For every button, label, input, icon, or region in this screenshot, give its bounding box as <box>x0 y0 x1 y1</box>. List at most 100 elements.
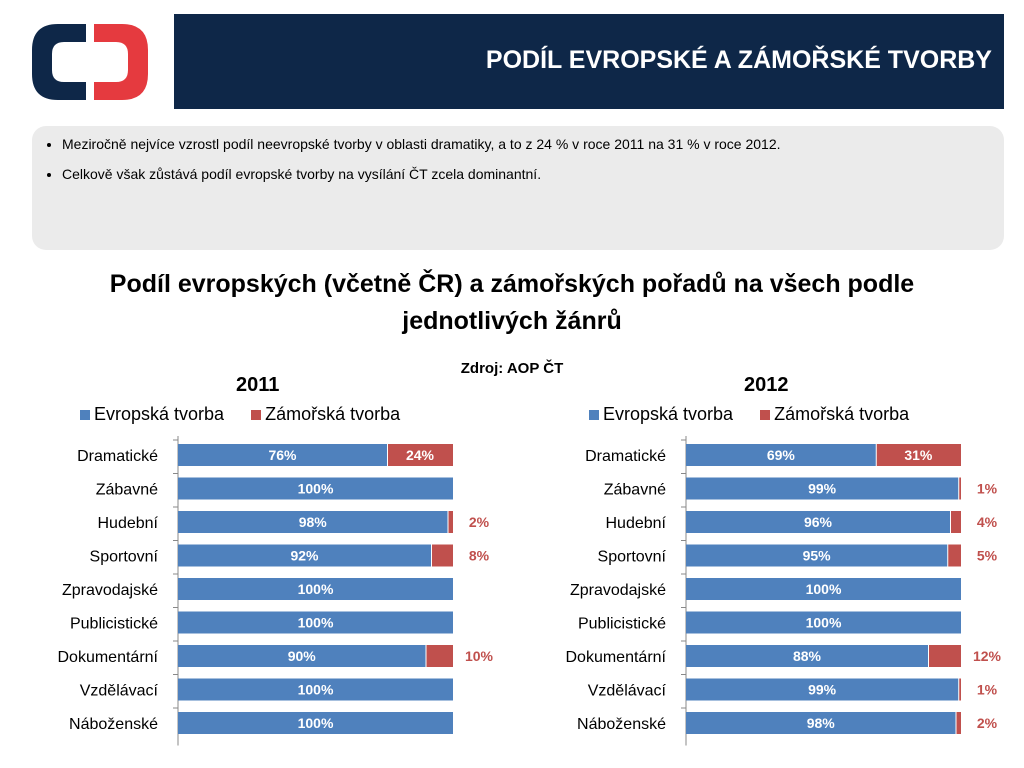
data-label-overseas: 4% <box>977 514 998 530</box>
category-label: Zábavné <box>604 482 666 499</box>
legend-label-overseas: Zámořská tvorba <box>774 404 910 424</box>
ct-logo-icon <box>32 24 148 100</box>
bar-overseas <box>959 477 961 500</box>
bar-european <box>686 578 961 600</box>
category-label: Sportovní <box>90 549 159 566</box>
data-label-european: 98% <box>299 514 328 530</box>
data-label-european: 100% <box>298 481 334 497</box>
chart-title: Podíl evropských (včetně ČR) a zámořskýc… <box>0 266 1024 340</box>
bar-overseas <box>929 645 961 667</box>
category-label: Vzdělávací <box>588 683 667 700</box>
bar-european <box>178 645 426 667</box>
data-label-european: 100% <box>806 581 842 597</box>
category-label: Dokumentární <box>566 649 667 666</box>
data-label-overseas: 12% <box>973 648 1002 664</box>
bar-overseas <box>876 444 961 466</box>
data-label-european: 92% <box>290 548 319 564</box>
category-label: Zábavné <box>96 482 158 499</box>
category-label: Hudební <box>606 515 667 532</box>
data-label-european: 76% <box>268 447 297 463</box>
data-label-overseas: 2% <box>977 715 998 731</box>
data-label-european: 69% <box>767 447 796 463</box>
data-label-european: 95% <box>803 548 832 564</box>
bullet-item: Meziročně nejvíce vzrostl podíl neevrops… <box>62 136 1004 152</box>
bar-overseas <box>426 645 453 667</box>
bar-european <box>178 678 453 701</box>
legend-swatch-european <box>589 410 599 421</box>
bar-overseas <box>959 678 961 701</box>
data-label-overseas: 31% <box>904 447 933 463</box>
category-label: Zpravodajské <box>62 582 158 599</box>
bar-european <box>686 511 950 533</box>
category-label: Publicistické <box>578 616 666 633</box>
bar-european <box>686 712 956 734</box>
category-label: Hudební <box>98 515 159 532</box>
data-label-overseas: 5% <box>977 548 998 564</box>
data-label-european: 99% <box>808 682 837 698</box>
bar-european <box>178 712 453 734</box>
bar-european <box>178 511 448 533</box>
data-label-overseas: 2% <box>469 514 490 530</box>
bar-european <box>686 678 959 701</box>
chart-year-2011: 2011 <box>236 374 280 396</box>
bar-chart-2011: Dramatické 76% 24% Zábavné 100% Hudební 98% 2% S… <box>58 436 494 746</box>
bullet-item: Celkově však zůstává podíl evropské tvor… <box>62 166 1004 182</box>
bar-european <box>178 477 453 500</box>
bar-european <box>178 578 453 600</box>
data-label-european: 100% <box>298 581 334 597</box>
bar-european <box>178 444 387 466</box>
data-label-overseas: 1% <box>977 682 998 698</box>
legend-label-european: Evropská tvorba <box>603 404 734 424</box>
bar-chart-2012: Dramatické 69% 31% Zábavné 99% 1% Hudební 96% 4%… <box>566 436 1002 746</box>
legend-2012: Evropská tvorba Zámořská tvorba <box>589 404 931 425</box>
bar-european <box>686 477 959 500</box>
bar-overseas <box>432 544 453 567</box>
chart-title-text: Podíl evropských (včetně ČR) a zámořskýc… <box>109 270 915 335</box>
bar-european <box>178 544 431 567</box>
title-bar: PODÍL EVROPSKÉ A ZÁMOŘSKÉ TVORBY <box>174 14 1004 109</box>
bar-european <box>686 645 928 667</box>
category-label: Sportovní <box>598 549 667 566</box>
data-label-european: 100% <box>298 715 334 731</box>
bullet-list: Meziročně nejvíce vzrostl podíl neevrops… <box>32 126 1004 182</box>
category-label: Dokumentární <box>58 649 159 666</box>
data-label-overseas: 10% <box>465 648 494 664</box>
data-label-european: 100% <box>298 615 334 631</box>
logo-left-bracket <box>32 24 86 100</box>
bar-european <box>686 611 961 634</box>
data-label-european: 96% <box>804 514 833 530</box>
category-label: Dramatické <box>585 448 666 465</box>
bar-overseas <box>951 511 961 533</box>
category-label: Zpravodajské <box>570 582 666 599</box>
bar-overseas <box>956 712 961 734</box>
chart-source: Zdroj: AOP ČT <box>460 360 564 377</box>
bar-european <box>178 611 453 634</box>
data-label-overseas: 24% <box>406 447 435 463</box>
legend-swatch-european <box>80 410 90 421</box>
category-label: Náboženské <box>69 716 158 733</box>
bar-overseas <box>448 511 453 533</box>
category-label: Vzdělávací <box>80 683 159 700</box>
data-label-overseas: 1% <box>977 481 998 497</box>
data-label-european: 88% <box>793 648 822 664</box>
bullet-box: Meziročně nejvíce vzrostl podíl neevrops… <box>32 126 1004 250</box>
legend-label-european: Evropská tvorba <box>94 404 225 424</box>
legend-2011: Evropská tvorba Zámořská tvorba <box>80 404 422 425</box>
page-title: PODÍL EVROPSKÉ A ZÁMOŘSKÉ TVORBY <box>485 46 992 74</box>
data-label-european: 100% <box>298 682 334 698</box>
data-label-overseas: 8% <box>469 548 490 564</box>
chart-year-2012: 2012 <box>744 374 789 396</box>
bar-european <box>686 444 876 466</box>
data-label-european: 90% <box>288 648 317 664</box>
data-label-european: 100% <box>806 615 842 631</box>
bar-european <box>686 544 948 567</box>
logo-right-bracket <box>94 24 148 100</box>
data-label-european: 99% <box>808 481 837 497</box>
category-label: Dramatické <box>77 448 158 465</box>
legend-swatch-overseas <box>251 410 262 421</box>
legend-label-overseas: Zámořská tvorba <box>265 404 401 424</box>
bar-overseas <box>388 444 453 466</box>
category-label: Publicistické <box>70 616 158 633</box>
bar-overseas <box>948 544 961 567</box>
data-label-european: 98% <box>807 715 836 731</box>
